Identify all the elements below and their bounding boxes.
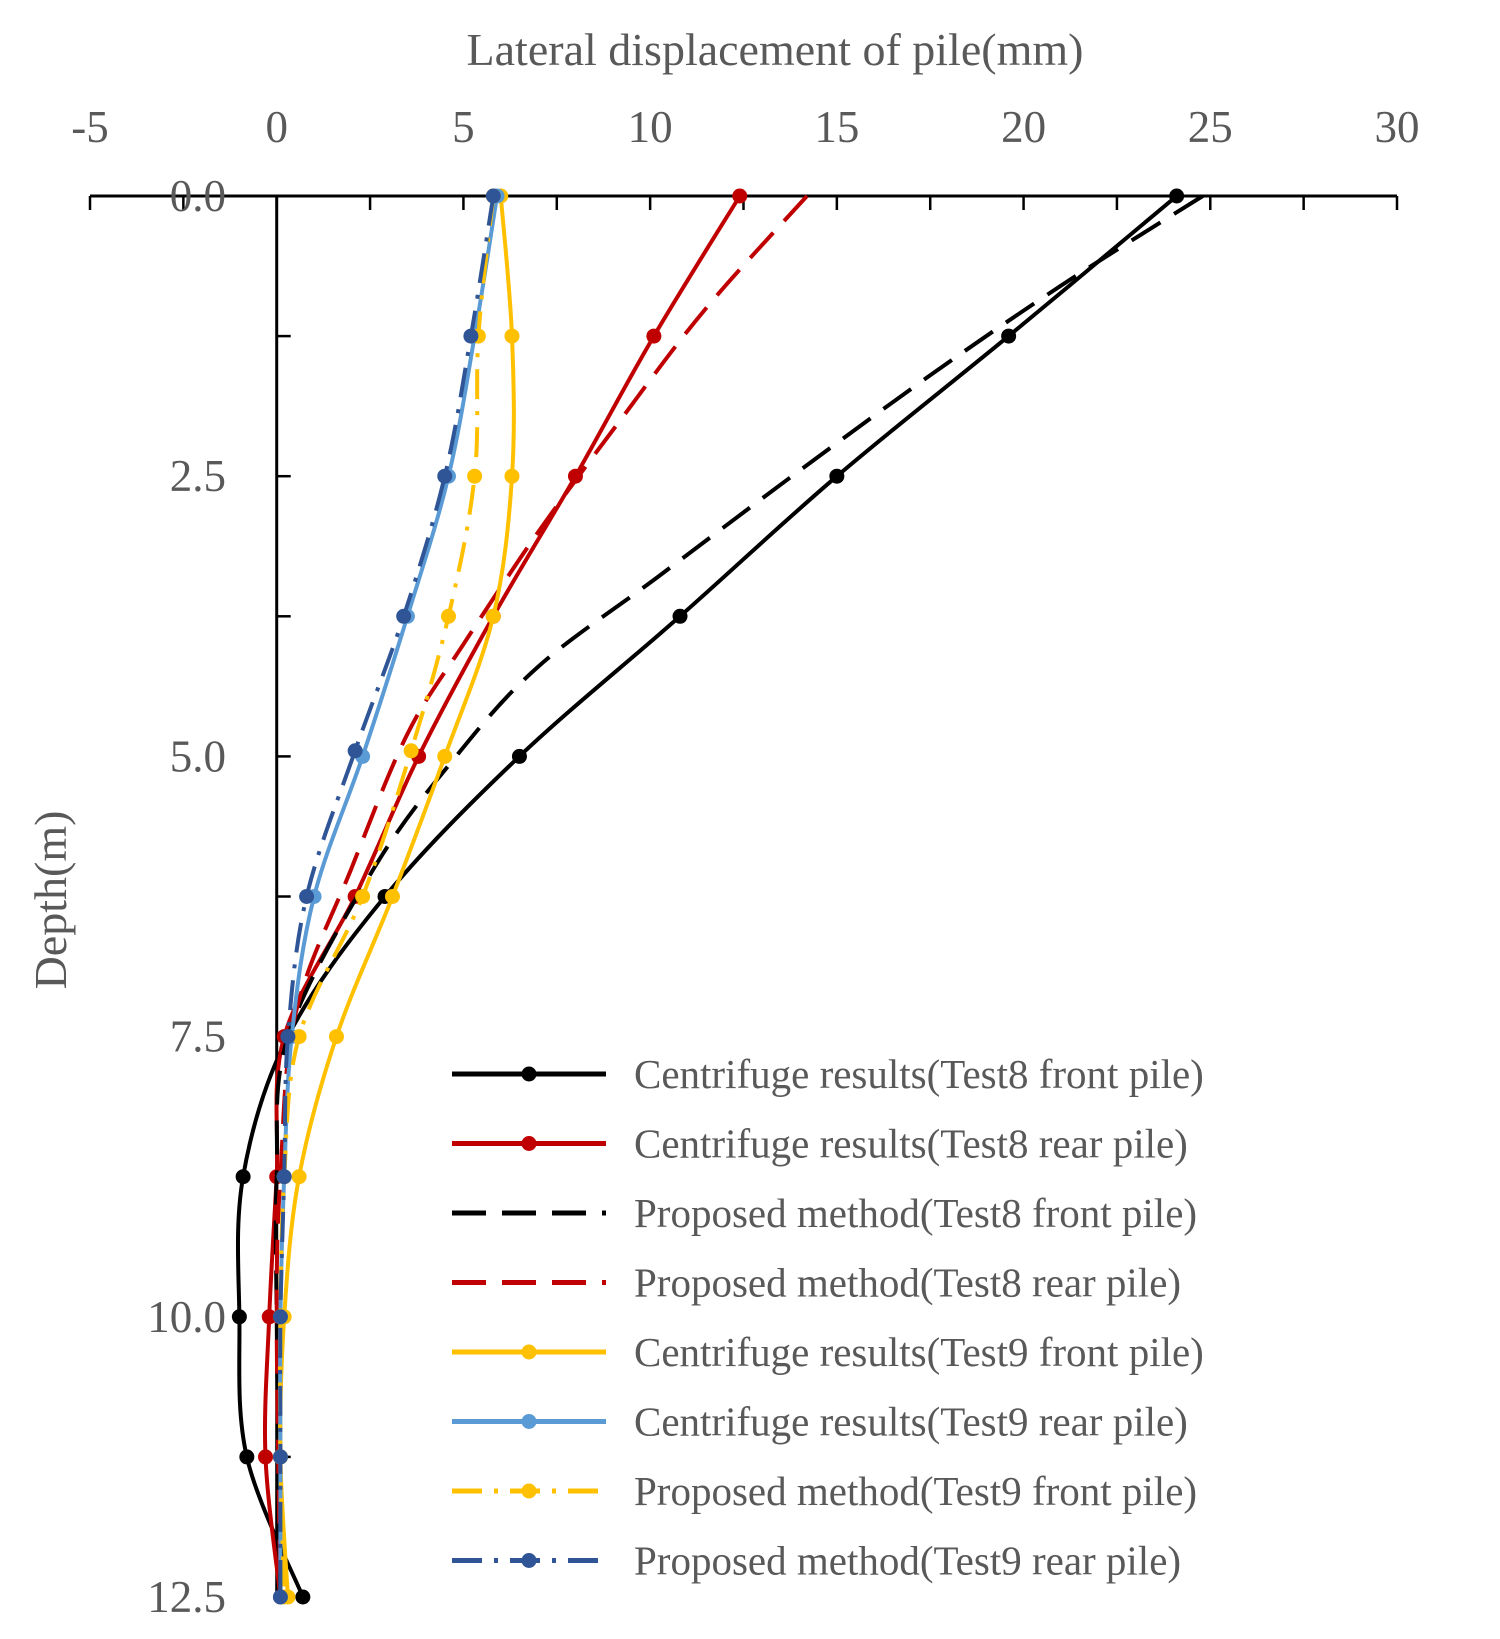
data-point [440,608,456,624]
data-point [646,328,662,344]
data-point [437,468,453,484]
series-line [235,194,1178,1598]
legend-item: Proposed method(Test8 front pile) [452,1190,1197,1236]
data-point [732,188,748,204]
data-point [295,1589,311,1605]
series-line [262,194,742,1598]
data-point [272,1309,288,1325]
data-point [272,1449,288,1465]
legend-label: Centrifuge results(Test8 rear pile) [634,1121,1188,1167]
data-point [504,468,520,484]
x-tick-label: 5 [452,102,475,152]
y-tick-label: 10.0 [147,1292,226,1342]
data-point [347,743,363,759]
x-tick-label: 30 [1375,102,1420,152]
data-point [437,748,453,764]
legend-item: Proposed method(Test9 front pile) [452,1468,1197,1514]
data-point [485,608,501,624]
legend-marker [521,1136,537,1151]
series-line [273,194,1204,1598]
data-point [672,608,688,624]
data-point [235,1169,251,1185]
data-point [467,468,483,484]
data-point [239,1449,255,1465]
legend-label: Centrifuge results(Test9 rear pile) [634,1399,1188,1445]
series-line [278,195,496,1597]
data-point [829,468,845,484]
data-point [396,608,412,624]
x-tick-label: 10 [628,102,673,152]
data-point [504,328,520,344]
y-tick-label: 12.5 [147,1572,226,1622]
legend-label: Proposed method(Test8 front pile) [634,1190,1197,1236]
y-axis-title: Depth(m) [25,811,76,990]
data-point [272,1589,288,1605]
data-point [355,889,371,904]
legend-label: Proposed method(Test9 front pile) [634,1468,1197,1514]
data-point [231,1309,247,1325]
x-tick-label: -5 [71,102,109,152]
x-axis-title: Lateral displacement of pile(mm) [467,24,1084,75]
series-4 [274,194,809,1598]
data-point [291,1029,307,1045]
legend-item: Proposed method(Test8 rear pile) [452,1260,1181,1306]
data-point [511,748,527,764]
legend-marker [521,1414,537,1429]
legend-marker [521,1553,537,1568]
y-tick-label: 2.5 [170,451,226,501]
legend-label: Centrifuge results(Test8 front pile) [634,1051,1204,1097]
data-point [299,889,315,904]
data-point [261,1309,277,1325]
legend-item: Centrifuge results(Test9 rear pile) [452,1399,1188,1445]
series-1 [231,188,1185,1605]
legend-marker [521,1344,537,1360]
data-point [1169,188,1185,204]
legend-item: Centrifuge results(Test8 front pile) [452,1051,1204,1097]
legend-item: Centrifuge results(Test9 front pile) [452,1329,1204,1375]
data-point [1001,328,1017,344]
data-point [403,743,419,759]
axes-layer: -5 0 5 10 15 20 25 30 0.0 2.5 5.0 7.5 10.0 12.5 [71,102,1419,1622]
data-point [384,889,400,904]
data-point [463,328,479,344]
legend-item: Proposed method(Test9 rear pile) [452,1538,1181,1584]
data-point [276,1169,292,1185]
data-point [328,1029,344,1045]
data-point [258,1449,274,1465]
legend-marker [521,1066,537,1082]
x-tick-label: 0 [265,102,288,152]
data-point [485,188,501,204]
legend-label: Proposed method(Test9 rear pile) [634,1538,1181,1584]
legend-label: Proposed method(Test8 rear pile) [634,1260,1181,1306]
series-line [274,194,809,1598]
x-tick-label: 15 [814,102,859,152]
legend: Centrifuge results(Test8 front pile) Cent… [452,1051,1204,1584]
series-3 [273,194,1204,1598]
y-tick-label: 5.0 [170,731,226,781]
legend-item: Centrifuge results(Test8 rear pile) [452,1121,1188,1167]
data-point [280,1029,296,1045]
y-tick-label: 7.5 [170,1012,226,1062]
x-tick-label: 20 [1001,102,1046,152]
legend-label: Centrifuge results(Test9 front pile) [634,1329,1204,1375]
series-2 [258,188,748,1605]
series-layer [231,188,1204,1605]
data-point [291,1169,307,1185]
legend-marker [521,1483,537,1499]
y-tick-label: 0.0 [170,171,226,221]
x-tick-label: 25 [1188,102,1233,152]
series-8 [272,188,501,1605]
